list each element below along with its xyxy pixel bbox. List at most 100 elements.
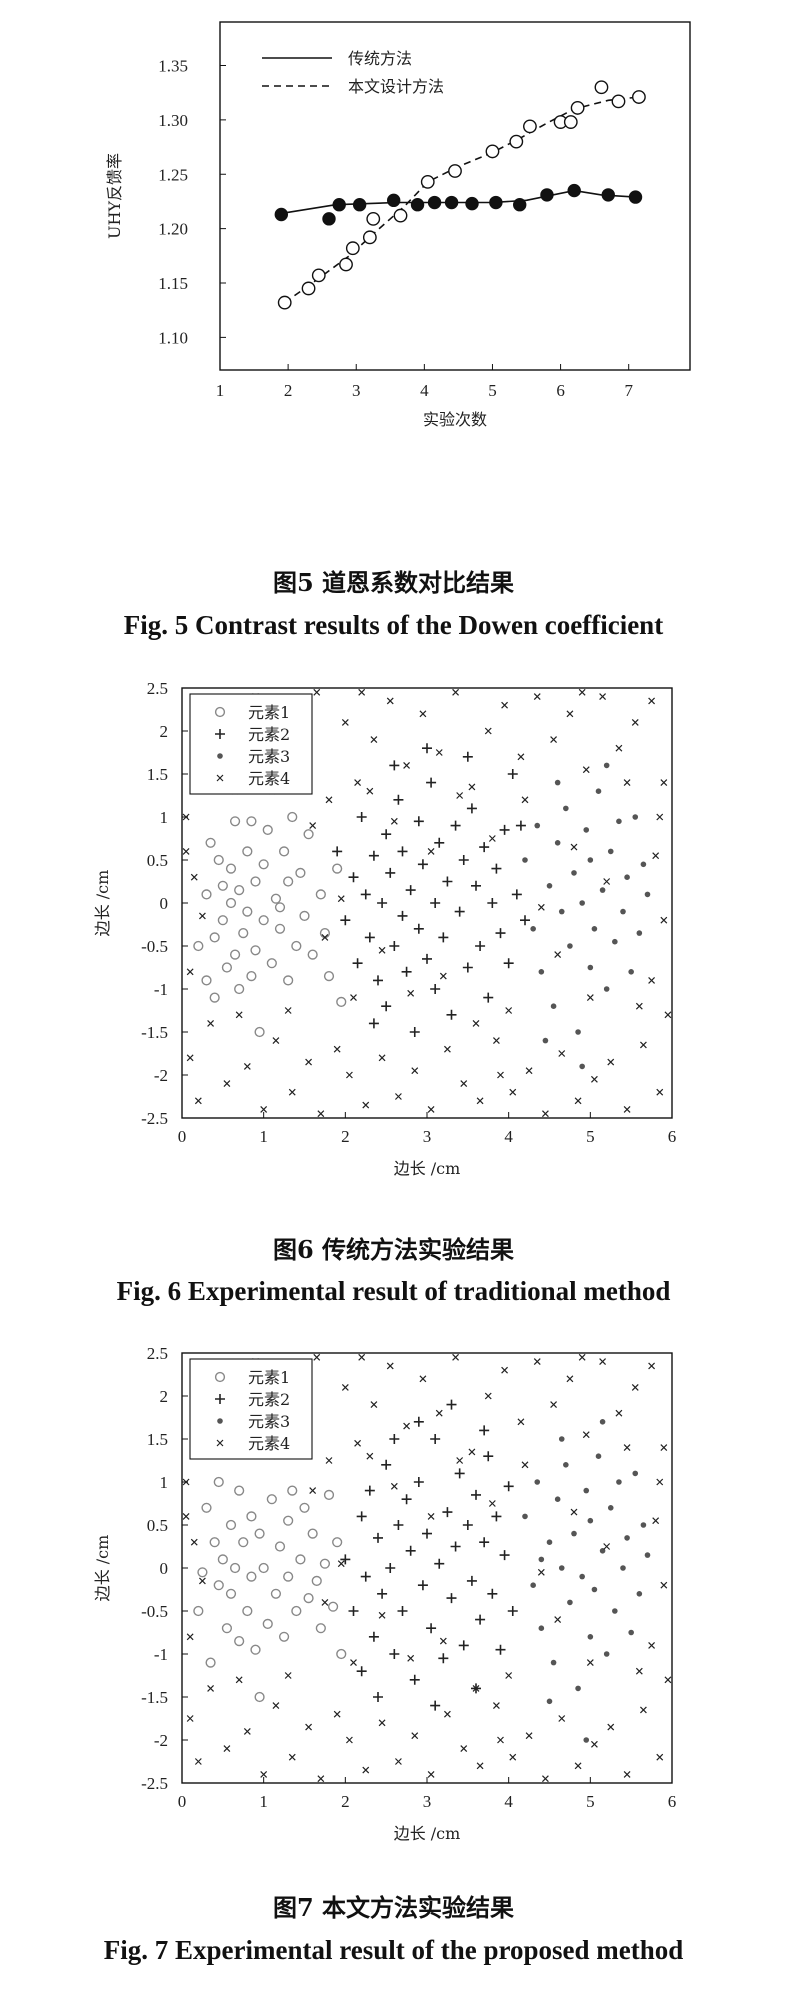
series-4-point (190, 1538, 198, 1546)
series-2-point (495, 928, 506, 939)
series-4-point (476, 1097, 484, 1105)
series-4-point (517, 753, 525, 761)
series-2-point (360, 1571, 371, 1582)
series-1-point (193, 940, 204, 952)
series-3-point (534, 822, 541, 829)
series-1-point (205, 837, 216, 848)
series-1-point (303, 1593, 314, 1604)
series-1-point (225, 897, 237, 909)
series-3-point (612, 938, 618, 945)
series-3-point (538, 1556, 545, 1563)
series-3-point (542, 1037, 549, 1044)
series-4-point (223, 1745, 231, 1753)
series-2-point (417, 1580, 428, 1591)
series-4-point (435, 1409, 443, 1417)
series-4-point (394, 1758, 402, 1765)
series-2-point (466, 803, 477, 814)
series-3-point (563, 1462, 569, 1468)
series-3-point (636, 930, 643, 936)
series-4-point (243, 1727, 251, 1735)
series-3-point (644, 891, 651, 898)
series-1-point (270, 893, 282, 904)
series-1-point (291, 1605, 302, 1617)
series-3-point (599, 887, 606, 893)
series-1-point (315, 889, 326, 900)
y-tick-label: -1 (154, 1645, 168, 1664)
series-4-point (656, 1478, 664, 1486)
series-2-point (356, 1666, 367, 1677)
series-4-point (452, 688, 460, 696)
series-3-point (575, 1029, 581, 1035)
series-2-point (277, 295, 292, 310)
series-4-point (472, 1019, 480, 1027)
series-2-point (413, 816, 424, 827)
series-2-point (438, 932, 449, 943)
x-tick-label: 3 (352, 381, 361, 400)
series-2-point (434, 1558, 445, 1569)
legend-marker-4 (216, 1439, 224, 1447)
series-3-point (636, 1591, 643, 1597)
series-2-point (373, 975, 383, 986)
series-4-point (607, 1058, 615, 1066)
figure-7-caption-en: Fig. 7 Experimental result of the propos… (103, 1935, 684, 1965)
series-3-point (612, 1608, 618, 1614)
series-2-point (417, 859, 428, 870)
series-4-point (550, 1401, 558, 1409)
series-3-point (616, 818, 622, 825)
series-4-point (623, 1105, 631, 1113)
series-3-point (603, 1651, 610, 1657)
y-tick-label: 2 (160, 1387, 169, 1406)
series-3-point (567, 943, 573, 949)
y-tick-label: 1.35 (158, 57, 188, 76)
series-3-point (628, 1629, 634, 1636)
series-4-point (182, 1478, 190, 1486)
series-4-point (656, 1753, 664, 1761)
series-1-point (234, 1636, 245, 1647)
series-2-point (503, 958, 514, 969)
series-1-point (323, 1489, 335, 1501)
series-4-point (313, 688, 321, 696)
series-4-point (590, 1075, 598, 1083)
series-2-point (487, 1588, 498, 1599)
series-4-point (419, 1375, 427, 1383)
series-1-point (283, 1515, 294, 1526)
series-3-point (620, 1565, 626, 1571)
legend-label-4: 元素4 (248, 1434, 290, 1453)
y-tick-label: 0.5 (147, 851, 168, 870)
series-4-point (570, 843, 578, 851)
series-1-point (246, 1511, 257, 1522)
series-2-point (393, 1520, 404, 1530)
series-3-point (603, 762, 610, 769)
series-2-point (430, 984, 441, 994)
series-4-point (558, 1715, 566, 1722)
series-4-point (333, 1710, 341, 1718)
series-4-point (456, 792, 464, 799)
series-4-point (505, 1672, 513, 1679)
series-1-point (242, 846, 253, 857)
series-3-point (607, 848, 614, 855)
y-tick-label: -2.5 (141, 1774, 168, 1793)
scatter-chart-fig7: 0 1 2 3 4 5 6 -2.5 -2 -1.5 -1 -0.5 0 0.5 1 1.5 2 2.5 边长 /c… (93, 1344, 676, 1843)
series-4-point (521, 1461, 529, 1469)
series-1-point (225, 863, 237, 874)
series-2-point (499, 1550, 510, 1561)
series-4-point (182, 847, 190, 855)
series-1-point (201, 1502, 212, 1513)
series-2-point (348, 1606, 359, 1616)
series-4-point (272, 1702, 280, 1710)
series-4-point (488, 1500, 496, 1507)
y-tick-label: 1.5 (147, 765, 168, 784)
series-1-point (193, 1605, 204, 1617)
series-1-point (427, 195, 442, 210)
series-4-point (435, 749, 443, 756)
series-4-point (443, 1045, 451, 1053)
series-3-point (632, 1470, 639, 1477)
series-2-point (345, 241, 360, 256)
series-4-point (533, 693, 541, 701)
x-tick-label: 5 (488, 381, 497, 400)
figure-6-caption-cn: 图6 传统方法实验结果 (272, 1235, 515, 1264)
y-tick-label: 2 (160, 722, 169, 741)
series-2-point (420, 174, 435, 189)
series-3-point (628, 969, 634, 975)
series-1-point (336, 996, 347, 1008)
